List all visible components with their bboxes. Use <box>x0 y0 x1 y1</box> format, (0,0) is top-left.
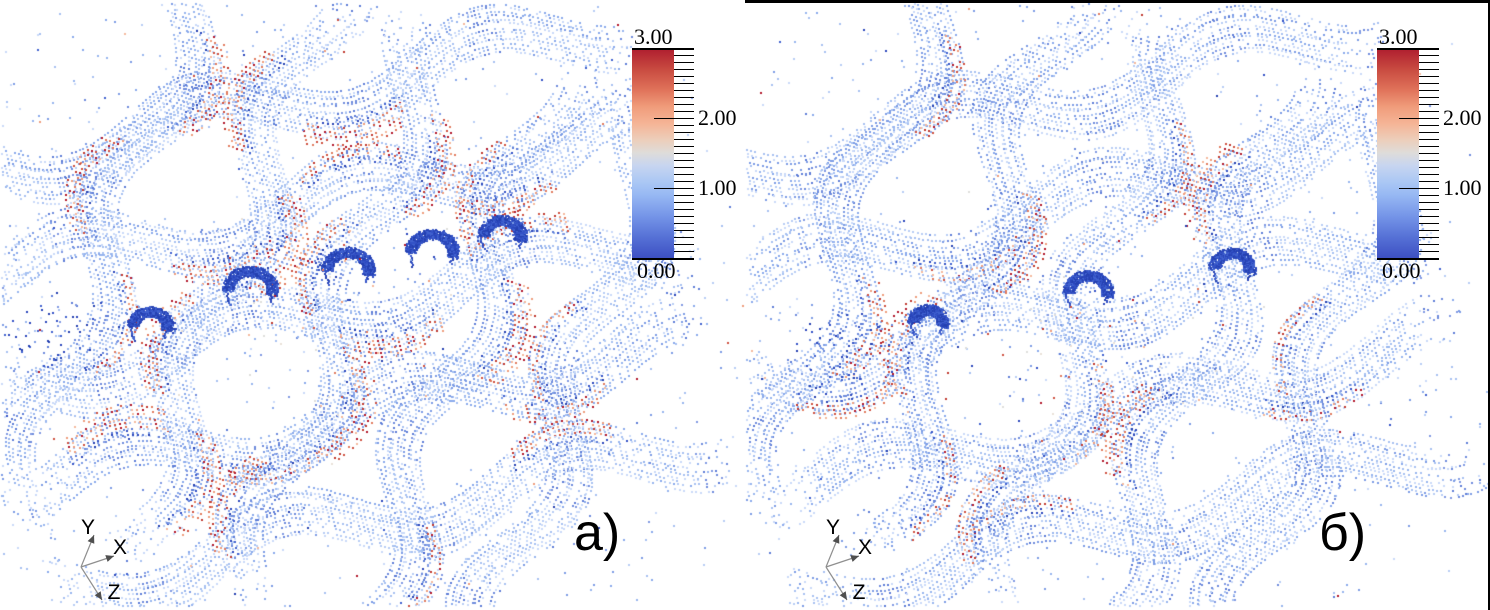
colorbar-tick <box>1419 132 1439 133</box>
colorbar-a: 3.00 2.00 1.00 0.00 <box>632 26 744 288</box>
colorbar-tick <box>674 76 694 77</box>
colorbar-tick <box>674 160 694 161</box>
colorbar-tick <box>674 139 694 140</box>
colorbar-tick <box>1419 223 1439 224</box>
orientation-axes-b: Y X Z <box>825 516 872 604</box>
colorbar-tick <box>674 202 694 203</box>
colorbar-tick <box>1419 181 1439 182</box>
colorbar-tick <box>1419 195 1439 196</box>
colorbar-tick <box>1419 174 1439 175</box>
colorbar-tick <box>674 230 694 231</box>
colorbar-max-label: 3.00 <box>1379 24 1418 49</box>
y-axis-label: Y <box>81 516 95 539</box>
colorbar-ticks <box>1377 48 1481 260</box>
z-arrowhead-icon <box>94 591 102 600</box>
colorbar-b: 3.00 2.00 1.00 0.00 <box>1377 26 1489 288</box>
colorbar-tick <box>1399 188 1439 189</box>
colorbar-gradient <box>632 48 674 258</box>
colorbar-tick <box>674 195 694 196</box>
colorbar-tick <box>1419 139 1439 140</box>
colorbar-tick <box>674 69 694 70</box>
colorbar-max-label: 3.00 <box>634 24 673 49</box>
x-arrowhead-icon <box>105 555 114 562</box>
colorbar-tick <box>1419 237 1439 238</box>
colorbar-tick <box>1419 230 1439 231</box>
colorbar-tick <box>674 83 694 84</box>
colorbar-tick <box>674 125 694 126</box>
colorbar-tick <box>1419 104 1439 105</box>
colorbar-tick <box>674 244 694 245</box>
colorbar-tick <box>654 118 694 119</box>
colorbar-tick <box>1419 55 1439 56</box>
colorbar-tick <box>1419 160 1439 161</box>
colorbar-tick <box>1419 202 1439 203</box>
colorbar-tick <box>632 48 694 50</box>
colorbar-tick <box>674 132 694 133</box>
colorbar-tick-label-2: 2.00 <box>1443 105 1482 130</box>
colorbar-tick <box>1419 216 1439 217</box>
z-arrowhead-icon <box>839 591 847 600</box>
colorbar-tick <box>1419 153 1439 154</box>
colorbar-tick <box>674 223 694 224</box>
colorbar-tick-label-1: 1.00 <box>698 175 737 200</box>
colorbar-tick <box>1419 146 1439 147</box>
colorbar-tick <box>1419 76 1439 77</box>
colorbar-tick <box>1419 244 1439 245</box>
colorbar-tick <box>674 97 694 98</box>
colorbar-tick <box>1377 258 1439 260</box>
colorbar-tick <box>1419 83 1439 84</box>
z-axis-label: Z <box>853 581 866 604</box>
panel-a: 3.00 2.00 1.00 0.00 Y X Z а) <box>0 0 745 610</box>
colorbar-tick <box>1419 111 1439 112</box>
colorbar-tick <box>1419 62 1439 63</box>
colorbar-tick <box>674 153 694 154</box>
colorbar-tick <box>1377 48 1439 50</box>
colorbar-min-label: 0.00 <box>637 258 676 283</box>
colorbar-tick-label-2: 2.00 <box>698 105 737 130</box>
top-border <box>745 0 1490 3</box>
colorbar-tick <box>674 90 694 91</box>
right-border <box>1488 0 1490 610</box>
colorbar-tick <box>674 104 694 105</box>
colorbar-tick <box>674 62 694 63</box>
colorbar-min-label: 0.00 <box>1382 258 1421 283</box>
panel-b: 3.00 2.00 1.00 0.00 Y X Z б) <box>745 0 1490 610</box>
point-cloud-canvas-b <box>745 0 1490 610</box>
panel-caption-a: а) <box>574 504 621 562</box>
colorbar-tick <box>1399 118 1439 119</box>
colorbar-tick <box>674 174 694 175</box>
colorbar-tick <box>674 111 694 112</box>
y-arrowhead-icon <box>832 535 840 544</box>
colorbar-tick <box>654 188 694 189</box>
point-cloud-canvas-a <box>0 0 745 610</box>
colorbar-tick <box>674 209 694 210</box>
colorbar-tick <box>1419 251 1439 252</box>
x-axis-label: X <box>113 536 127 559</box>
colorbar-tick <box>1419 167 1439 168</box>
colorbar-tick <box>674 146 694 147</box>
colorbar-tick <box>674 181 694 182</box>
colorbar-tick-label-1: 1.00 <box>1443 175 1482 200</box>
colorbar-tick <box>1419 97 1439 98</box>
colorbar-gradient <box>1377 48 1419 258</box>
panel-caption-b: б) <box>1319 504 1367 562</box>
colorbar-tick <box>1419 69 1439 70</box>
colorbar-tick <box>674 216 694 217</box>
x-arrowhead-icon <box>850 555 859 562</box>
y-arrowhead-icon <box>87 535 95 544</box>
colorbar-tick <box>674 251 694 252</box>
colorbar-tick <box>674 167 694 168</box>
colorbar-tick <box>632 258 694 260</box>
colorbar-tick <box>674 237 694 238</box>
colorbar-tick <box>1419 125 1439 126</box>
x-axis-label: X <box>858 536 872 559</box>
colorbar-ticks <box>632 48 736 260</box>
y-axis-label: Y <box>826 516 840 539</box>
colorbar-tick <box>1419 209 1439 210</box>
orientation-axes-a: Y X Z <box>80 516 127 604</box>
z-axis-label: Z <box>108 581 121 604</box>
colorbar-tick <box>1419 90 1439 91</box>
colorbar-tick <box>674 55 694 56</box>
